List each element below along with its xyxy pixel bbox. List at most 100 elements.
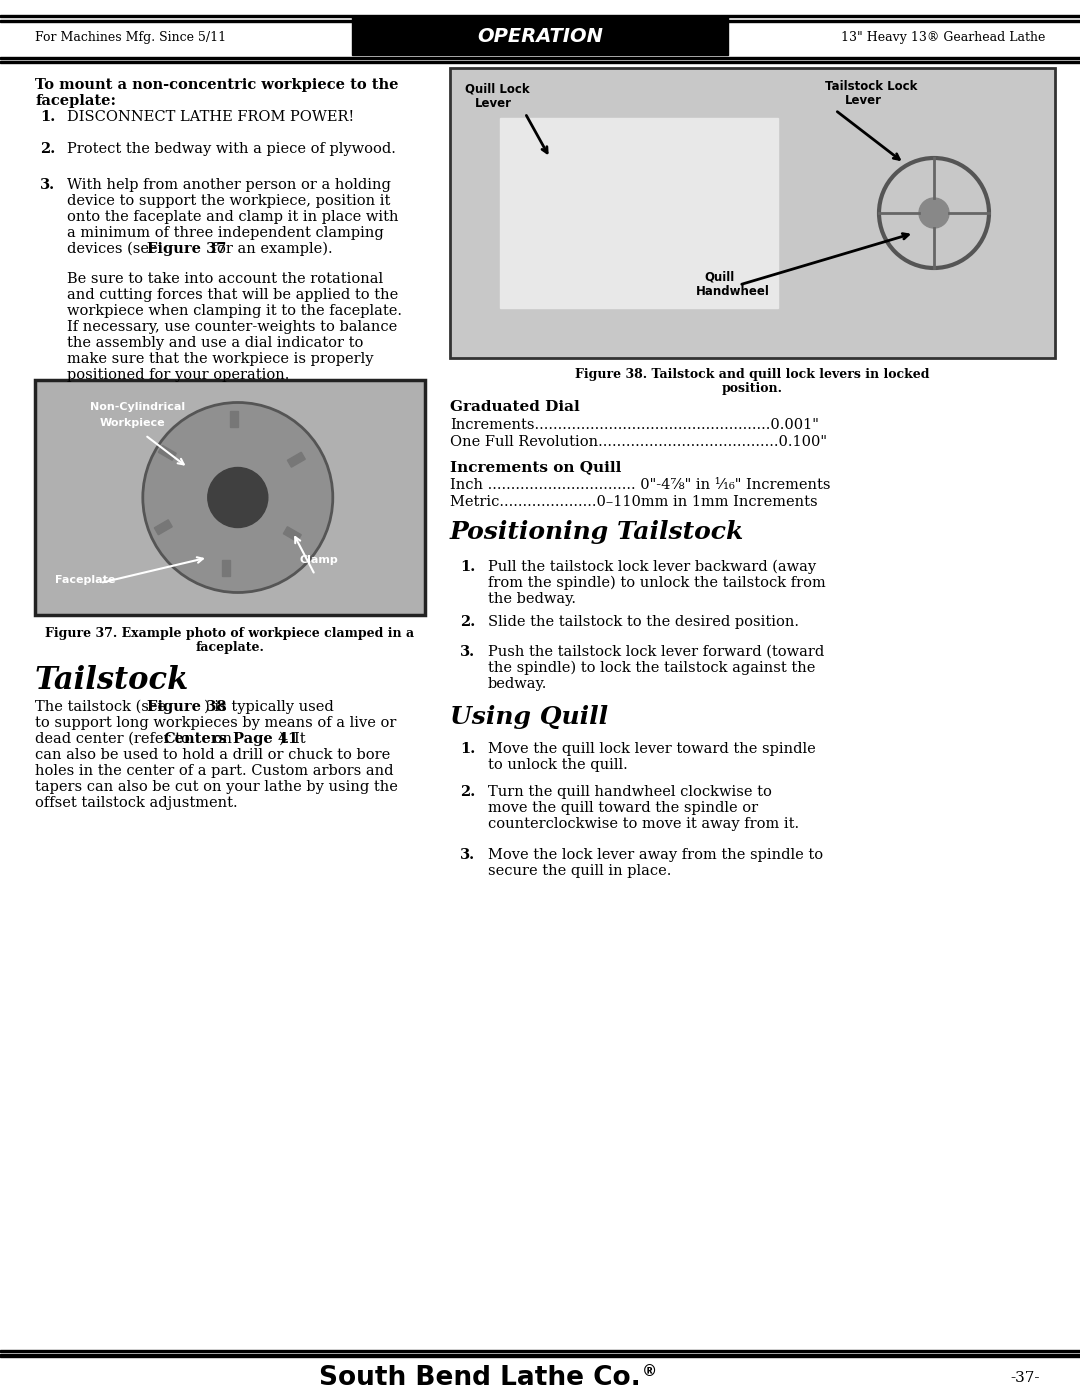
Text: Pull the tailstock lock lever backward (away: Pull the tailstock lock lever backward (… xyxy=(488,560,816,574)
Text: For Machines Mfg. Since 5/11: For Machines Mfg. Since 5/11 xyxy=(35,31,226,43)
Text: ®: ® xyxy=(642,1365,658,1379)
Text: dead center (refer to: dead center (refer to xyxy=(35,732,194,746)
Text: bedway.: bedway. xyxy=(488,678,548,692)
Text: the bedway.: the bedway. xyxy=(488,592,576,606)
Bar xyxy=(500,117,778,307)
Text: Quill Lock: Quill Lock xyxy=(465,82,529,96)
Text: move the quill toward the spindle or: move the quill toward the spindle or xyxy=(488,800,758,814)
Text: Workpiece: Workpiece xyxy=(100,418,165,427)
Text: the spindle) to lock the tailstock against the: the spindle) to lock the tailstock again… xyxy=(488,661,815,675)
Text: Metric.....................0–110mm in 1mm Increments: Metric.....................0–110mm in 1m… xyxy=(450,495,818,509)
Text: Protect the bedway with a piece of plywood.: Protect the bedway with a piece of plywo… xyxy=(67,142,396,156)
Text: Figure 37. Example photo of workpiece clamped in a: Figure 37. Example photo of workpiece cl… xyxy=(45,627,415,640)
Text: Inch ................................ 0"-4⅞" in ¹⁄₁₆" Increments: Inch ................................ 0"… xyxy=(450,478,831,492)
Bar xyxy=(287,453,306,467)
Text: positioned for your operation.: positioned for your operation. xyxy=(67,367,289,381)
Text: faceplate:: faceplate: xyxy=(35,94,116,108)
Text: Move the quill lock lever toward the spindle: Move the quill lock lever toward the spi… xyxy=(488,742,815,756)
Text: Lever: Lever xyxy=(475,96,512,110)
Text: Push the tailstock lock lever forward (toward: Push the tailstock lock lever forward (t… xyxy=(488,645,824,659)
Text: workpiece when clamping it to the faceplate.: workpiece when clamping it to the facepl… xyxy=(67,305,402,319)
Text: Positioning Tailstock: Positioning Tailstock xyxy=(450,520,744,543)
Text: Tailstock Lock: Tailstock Lock xyxy=(825,80,918,94)
Text: South Bend Lathe Co.: South Bend Lathe Co. xyxy=(319,1365,640,1391)
Text: offset tailstock adjustment.: offset tailstock adjustment. xyxy=(35,796,238,810)
Text: devices (see: devices (see xyxy=(67,242,162,256)
Bar xyxy=(352,17,728,54)
Text: secure the quill in place.: secure the quill in place. xyxy=(488,863,672,877)
Text: Faceplate: Faceplate xyxy=(55,576,116,585)
Text: Graduated Dial: Graduated Dial xyxy=(450,400,580,414)
Text: Handwheel: Handwheel xyxy=(697,285,770,298)
Text: Move the lock lever away from the spindle to: Move the lock lever away from the spindl… xyxy=(488,848,823,862)
Text: device to support the workpiece, position it: device to support the workpiece, positio… xyxy=(67,194,390,208)
Text: tapers can also be cut on your lathe by using the: tapers can also be cut on your lathe by … xyxy=(35,780,397,793)
Text: can also be used to hold a drill or chuck to bore: can also be used to hold a drill or chuc… xyxy=(35,747,390,761)
Text: 13" Heavy 13® Gearhead Lathe: 13" Heavy 13® Gearhead Lathe xyxy=(840,31,1045,43)
Bar xyxy=(0,20,1080,21)
Bar xyxy=(0,61,1080,63)
Text: and cutting forces that will be applied to the: and cutting forces that will be applied … xyxy=(67,288,399,302)
Text: ). It: ). It xyxy=(279,732,306,746)
Bar xyxy=(154,520,172,535)
Text: One Full Revolution.......................................0.100": One Full Revolution.....................… xyxy=(450,434,827,448)
Text: position.: position. xyxy=(723,381,783,395)
Circle shape xyxy=(207,468,268,528)
Text: Centers: Centers xyxy=(163,732,227,746)
Bar xyxy=(35,380,426,615)
Text: to unlock the quill.: to unlock the quill. xyxy=(488,759,627,773)
Text: Tailstock: Tailstock xyxy=(35,665,189,696)
Text: to support long workpieces by means of a live or: to support long workpieces by means of a… xyxy=(35,717,396,731)
Bar xyxy=(221,560,230,576)
Text: Increments...................................................0.001": Increments..............................… xyxy=(450,418,819,432)
Text: onto the faceplate and clamp it in place with: onto the faceplate and clamp it in place… xyxy=(67,210,399,224)
Text: holes in the center of a part. Custom arbors and: holes in the center of a part. Custom ar… xyxy=(35,764,393,778)
Text: Figure 37: Figure 37 xyxy=(147,242,227,256)
Text: the assembly and use a dial indicator to: the assembly and use a dial indicator to xyxy=(67,337,363,351)
Text: Lever: Lever xyxy=(846,94,882,108)
Text: Clamp: Clamp xyxy=(300,555,339,564)
Bar xyxy=(35,380,426,615)
Text: 1.: 1. xyxy=(460,742,475,756)
Text: 2.: 2. xyxy=(460,615,475,629)
Text: Turn the quill handwheel clockwise to: Turn the quill handwheel clockwise to xyxy=(488,785,772,799)
Text: Page 41: Page 41 xyxy=(233,732,298,746)
Text: 1.: 1. xyxy=(40,110,55,124)
Bar xyxy=(450,68,1055,358)
Text: To mount a non-concentric workpiece to the: To mount a non-concentric workpiece to t… xyxy=(35,78,399,92)
Text: -37-: -37- xyxy=(1010,1370,1040,1384)
Text: 3.: 3. xyxy=(460,645,475,659)
Bar xyxy=(230,411,238,427)
Text: Non-Cylindrical: Non-Cylindrical xyxy=(90,402,185,412)
Text: ) is typically used: ) is typically used xyxy=(204,700,334,714)
Circle shape xyxy=(143,402,333,592)
Text: DISCONNECT LATHE FROM POWER!: DISCONNECT LATHE FROM POWER! xyxy=(67,110,354,124)
Bar xyxy=(0,57,1080,59)
Text: faceplate.: faceplate. xyxy=(195,641,265,654)
Text: Figure 38. Tailstock and quill lock levers in locked: Figure 38. Tailstock and quill lock leve… xyxy=(576,367,930,381)
Bar xyxy=(0,1354,1080,1356)
Text: for an example).: for an example). xyxy=(207,242,333,257)
Text: Slide the tailstock to the desired position.: Slide the tailstock to the desired posit… xyxy=(488,615,799,629)
Text: 3.: 3. xyxy=(460,848,475,862)
Text: on: on xyxy=(210,732,237,746)
Text: OPERATION: OPERATION xyxy=(477,28,603,46)
Text: 2.: 2. xyxy=(460,785,475,799)
Text: 2.: 2. xyxy=(40,142,55,156)
Text: from the spindle) to unlock the tailstock from: from the spindle) to unlock the tailstoc… xyxy=(488,576,826,591)
Bar xyxy=(0,15,1080,17)
Text: Be sure to take into account the rotational: Be sure to take into account the rotatio… xyxy=(67,272,383,286)
Text: 3.: 3. xyxy=(40,177,55,191)
Text: counterclockwise to move it away from it.: counterclockwise to move it away from it… xyxy=(488,817,799,831)
Circle shape xyxy=(919,198,949,228)
Bar xyxy=(159,446,176,460)
Bar xyxy=(283,527,301,542)
Text: Using Quill: Using Quill xyxy=(450,705,608,729)
Text: Figure 38: Figure 38 xyxy=(147,700,227,714)
Text: If necessary, use counter-weights to balance: If necessary, use counter-weights to bal… xyxy=(67,320,397,334)
Text: make sure that the workpiece is properly: make sure that the workpiece is properly xyxy=(67,352,374,366)
Text: With help from another person or a holding: With help from another person or a holdi… xyxy=(67,177,391,191)
Text: Quill: Quill xyxy=(704,271,734,284)
Bar xyxy=(450,68,1055,358)
Bar xyxy=(0,1350,1080,1352)
